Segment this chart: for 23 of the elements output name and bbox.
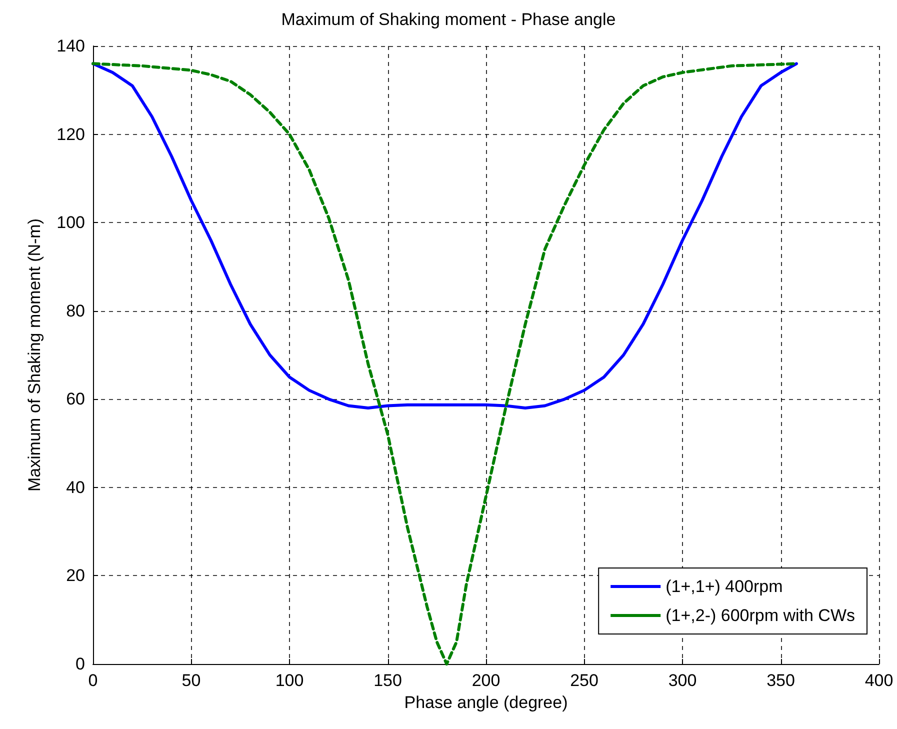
x-tick-label: 100 — [275, 671, 304, 690]
x-tick-label: 350 — [766, 671, 795, 690]
legend-label: (1+,2-) 600rpm with CWs — [666, 606, 856, 625]
y-tick-label: 40 — [66, 478, 85, 497]
x-tick-label: 300 — [668, 671, 697, 690]
y-axis-title: Maximum of Shaking moment (N-m) — [25, 218, 44, 492]
y-tick-label: 0 — [76, 654, 85, 674]
y-tick-label: 120 — [56, 124, 85, 144]
y-tick-label: 80 — [66, 301, 85, 320]
x-tick-label: 200 — [472, 671, 500, 690]
x-tick-label: 250 — [570, 671, 598, 690]
legend-label: (1+,1+) 400rpm — [666, 577, 783, 596]
x-axis-title: Phase angle (degree) — [404, 693, 568, 712]
chart-title: Maximum of Shaking moment - Phase angle — [281, 10, 616, 29]
y-tick-label: 20 — [66, 566, 85, 586]
y-tick-label: 60 — [66, 390, 85, 409]
x-tick-label: 0 — [88, 671, 98, 690]
x-tick-label: 150 — [374, 671, 402, 690]
x-tick-label: 400 — [864, 671, 894, 690]
line-series — [92, 62, 798, 410]
y-tick-label: 140 — [56, 36, 85, 56]
y-tick-label: 100 — [56, 213, 85, 232]
x-tick-label: 50 — [182, 671, 201, 690]
